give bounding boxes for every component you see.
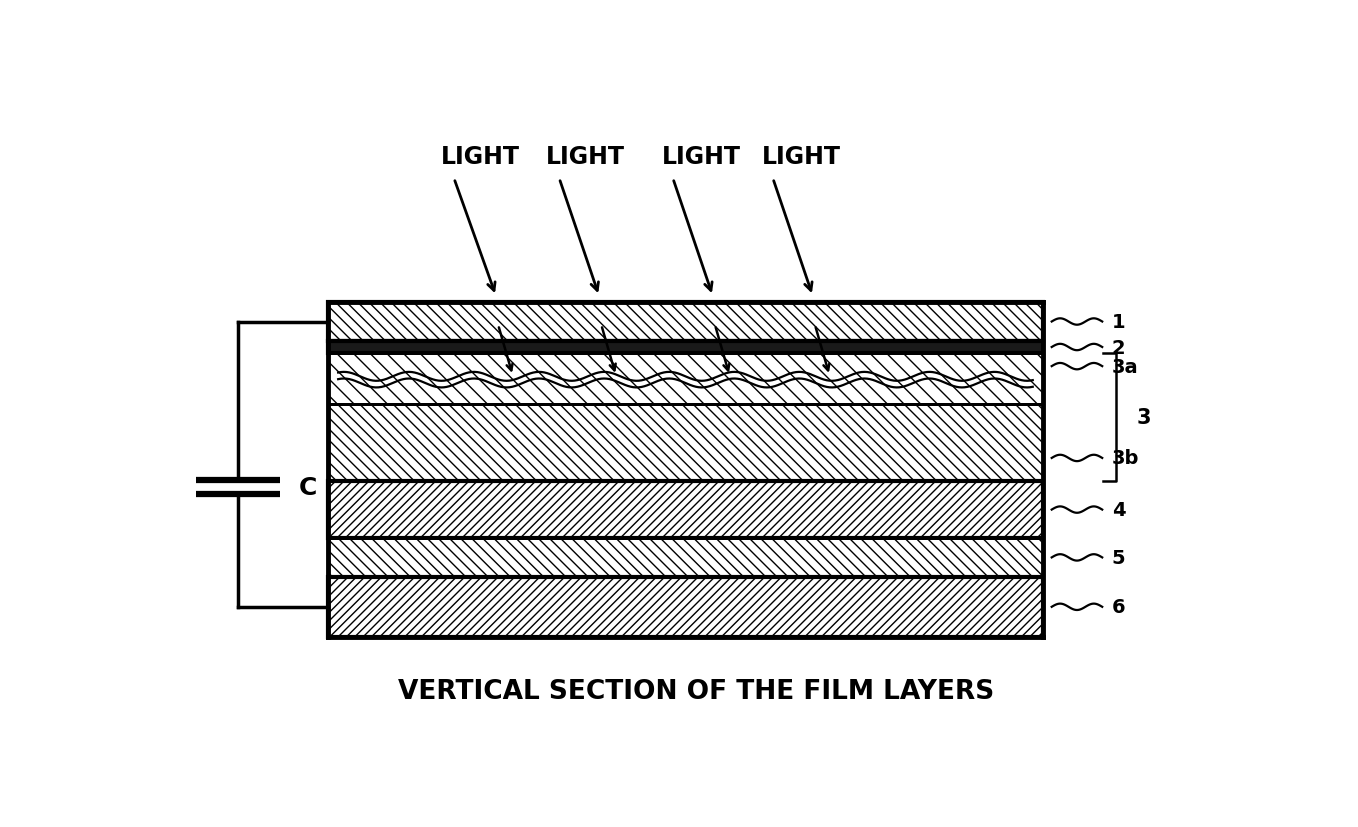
- Text: LIGHT: LIGHT: [661, 145, 740, 169]
- Bar: [327, 538, 1043, 577]
- Text: 3: 3: [1137, 408, 1152, 428]
- Text: 3a: 3a: [1112, 357, 1138, 376]
- Text: 5: 5: [1112, 548, 1126, 567]
- Text: C: C: [299, 476, 318, 500]
- Bar: [327, 577, 1043, 638]
- Text: 1: 1: [1112, 313, 1126, 332]
- Text: LIGHT: LIGHT: [762, 145, 841, 169]
- Text: LIGHT: LIGHT: [441, 145, 520, 169]
- Bar: [327, 354, 1043, 405]
- Bar: [327, 303, 1043, 342]
- Text: 2: 2: [1112, 338, 1126, 357]
- Text: 3b: 3b: [1112, 449, 1139, 468]
- Text: LIGHT: LIGHT: [546, 145, 625, 169]
- Bar: [327, 342, 1043, 354]
- Text: VERTICAL SECTION OF THE FILM LAYERS: VERTICAL SECTION OF THE FILM LAYERS: [398, 678, 994, 705]
- Bar: [327, 481, 1043, 538]
- Text: 4: 4: [1112, 500, 1126, 519]
- Text: 6: 6: [1112, 598, 1126, 617]
- Bar: [327, 405, 1043, 481]
